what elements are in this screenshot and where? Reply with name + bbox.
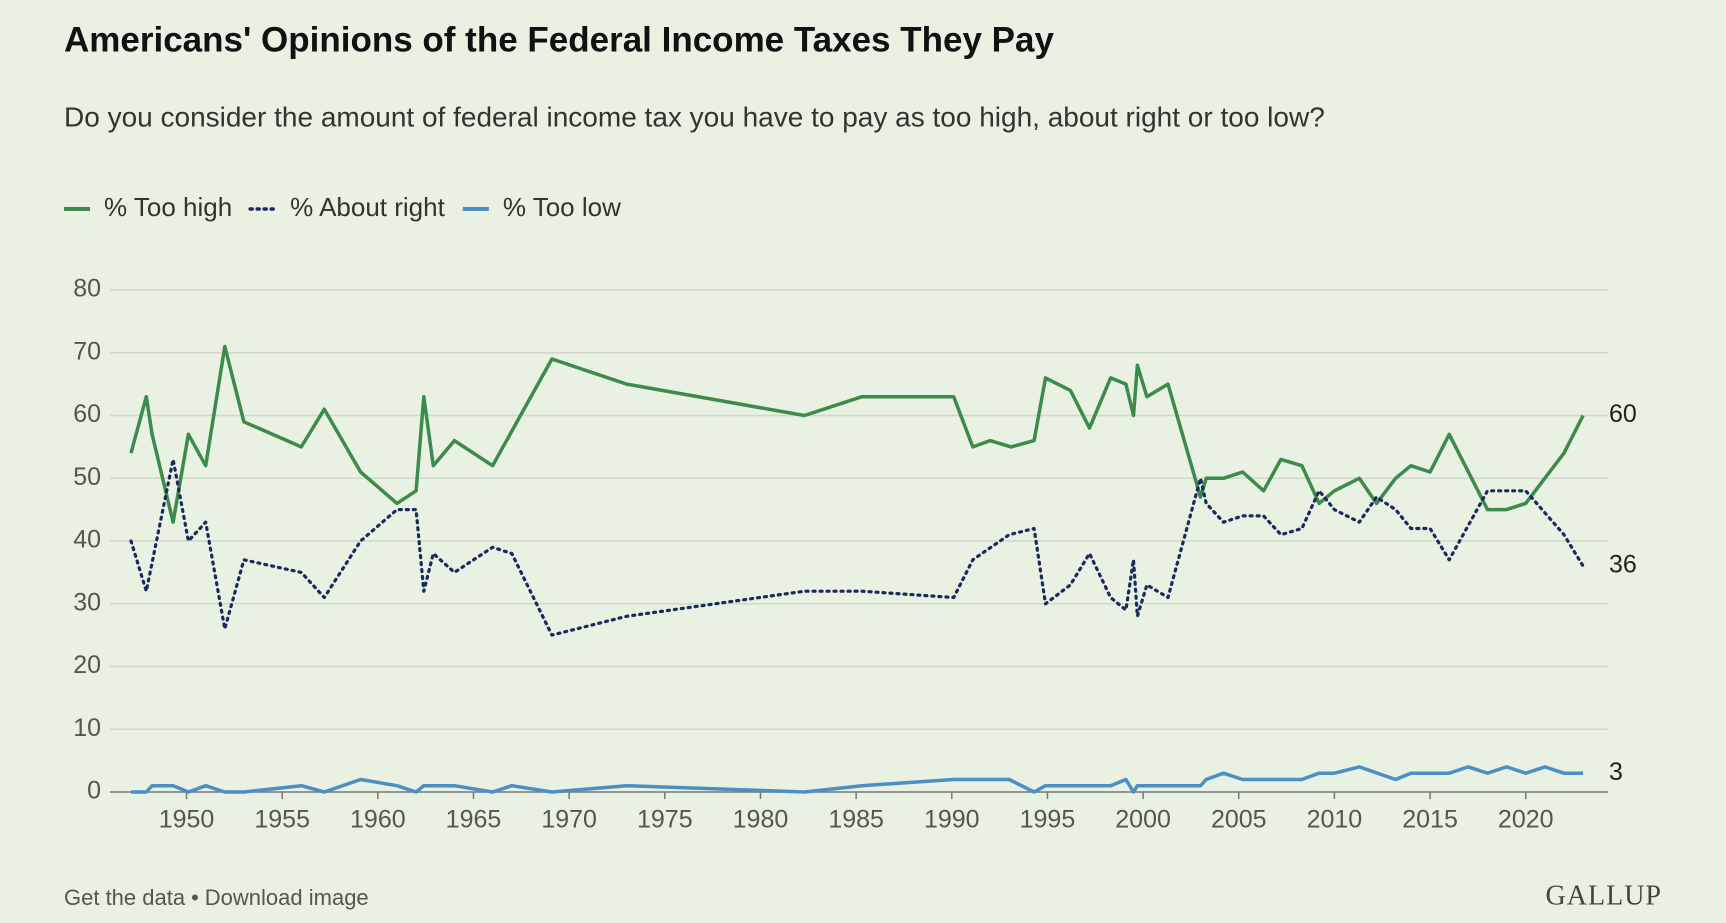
x-tick-label: 1960 (350, 806, 406, 834)
y-tick-label: 10 (73, 714, 101, 742)
x-tick-label: 2000 (1115, 806, 1171, 834)
x-tick-label: 2005 (1211, 806, 1267, 834)
legend-label: % Too low (503, 192, 621, 222)
x-tick-label: 1995 (1020, 806, 1076, 834)
x-tick-label: 1965 (446, 806, 502, 834)
series-line (129, 344, 1585, 524)
x-tick-label: 1950 (159, 806, 215, 834)
series-line (129, 457, 1585, 637)
y-tick-label: 80 (73, 275, 101, 303)
series-line (131, 765, 1584, 794)
legend: % Too high % About right % Too low (64, 192, 621, 222)
y-tick-label: 40 (73, 526, 101, 554)
x-tick-label: 2010 (1307, 806, 1363, 834)
legend-label: % About right (290, 192, 445, 222)
x-tick-label: 1970 (541, 806, 597, 834)
footer-link[interactable]: Download image (205, 885, 369, 910)
end-label: 3 (1609, 758, 1623, 786)
y-tick-label: 0 (87, 777, 101, 805)
y-tick-label: 30 (73, 588, 101, 616)
y-tick-label: 60 (73, 400, 101, 428)
brand-logo: GALLUP (1546, 880, 1662, 911)
y-tick-label: 20 (73, 651, 101, 679)
footer-separator: • (191, 885, 199, 910)
end-label: 36 (1609, 551, 1637, 579)
x-tick-label: 1990 (924, 806, 980, 834)
chart-subtitle: Do you consider the amount of federal in… (64, 101, 1325, 132)
chart-title: Americans' Opinions of the Federal Incom… (64, 20, 1054, 59)
legend-label: % Too high (104, 192, 232, 222)
y-tick-label: 70 (73, 337, 101, 365)
y-tick-label: 50 (73, 463, 101, 491)
x-tick-label: 2020 (1498, 806, 1554, 834)
x-tick-label: 2015 (1402, 806, 1458, 834)
x-tick-label: 1955 (254, 806, 310, 834)
x-tick-label: 1975 (637, 806, 693, 834)
end-label: 60 (1609, 400, 1637, 428)
footer-link[interactable]: Get the data (64, 885, 186, 910)
x-tick-label: 1985 (828, 806, 884, 834)
footer: Get the data • Download image (64, 885, 369, 910)
x-tick-label: 1980 (733, 806, 789, 834)
